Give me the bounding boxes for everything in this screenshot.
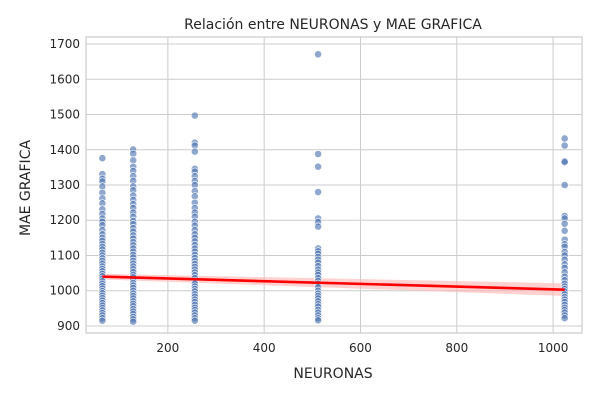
x-tick-label: 800	[445, 341, 468, 355]
data-point	[190, 111, 199, 120]
data-point	[314, 150, 323, 158]
data-point	[560, 314, 569, 323]
regression-layer	[102, 275, 565, 291]
data-point	[314, 222, 323, 231]
data-point	[314, 50, 323, 59]
x-tick-label: 200	[156, 341, 179, 355]
y-tick-label: 1400	[49, 143, 80, 157]
data-point	[314, 316, 323, 325]
data-point	[560, 226, 569, 235]
data-point	[190, 147, 199, 156]
data-point	[98, 316, 107, 325]
regression-line	[102, 275, 565, 291]
y-tick-label: 1100	[49, 248, 80, 262]
x-axis-label: NEURONAS	[293, 366, 372, 382]
y-tick-label: 1500	[49, 108, 80, 122]
data-point	[314, 188, 323, 196]
x-tick-label: 600	[349, 341, 372, 355]
plot-frame	[85, 36, 583, 334]
y-tick-label: 1700	[49, 37, 80, 51]
grid-layer	[86, 37, 582, 333]
data-point	[560, 141, 569, 150]
data-point	[98, 154, 107, 163]
y-tick-label: 1200	[49, 213, 80, 227]
y-tick-label: 1300	[49, 178, 80, 192]
y-tick-label: 1600	[49, 72, 80, 86]
y-axis-label: MAE GRAFICA	[18, 140, 34, 236]
data-point	[560, 158, 569, 166]
data-point	[129, 317, 138, 326]
y-tick-label: 900	[57, 319, 80, 333]
data-point	[560, 181, 569, 189]
data-point	[190, 316, 199, 325]
chart-title: Relación entre NEURONAS y MAE GRAFICA	[184, 17, 482, 33]
x-tick-label: 1000	[538, 341, 569, 355]
data-point	[560, 219, 569, 228]
y-tick-labels: 900 1000 1100 1200 1300 1400 1500 1600 1700	[49, 37, 80, 333]
data-point	[129, 149, 138, 158]
points-layer	[98, 50, 569, 326]
x-tick-labels: 200 400 600 800 1000	[156, 341, 568, 355]
x-tick-label: 400	[253, 341, 276, 355]
data-point	[560, 134, 569, 143]
y-tick-label: 1000	[49, 284, 80, 298]
data-point	[314, 162, 323, 171]
